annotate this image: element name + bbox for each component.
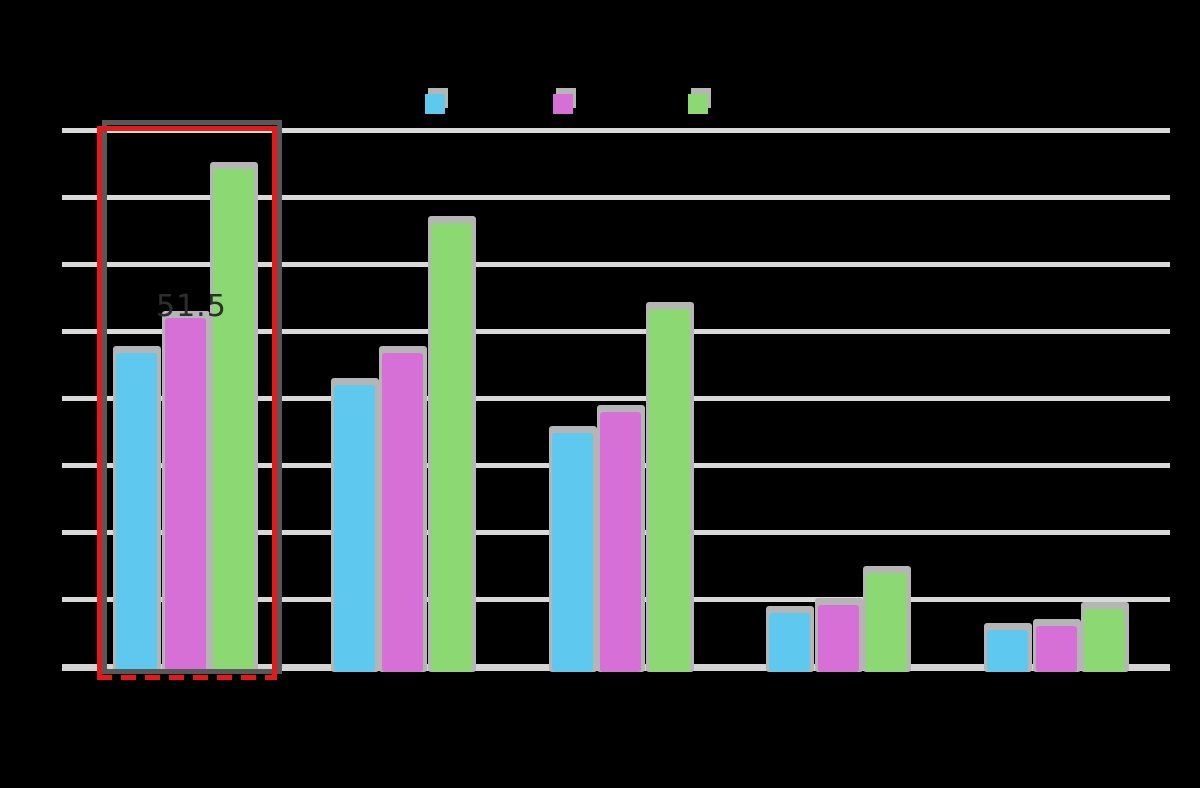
- highlight-box-shadow: [102, 120, 282, 674]
- bar-series1-group5: [987, 630, 1028, 672]
- bar-series2-group2: [382, 352, 424, 672]
- bar-series3-group2: [430, 223, 472, 672]
- gridline: [62, 194, 1170, 200]
- gridline: [62, 261, 1170, 267]
- bar-series3-group1: [213, 168, 254, 672]
- bar-series3-group4: [866, 573, 908, 672]
- bar-series3-group3: [648, 309, 690, 672]
- gridline: [62, 328, 1170, 334]
- legend-swatch-series3: [688, 94, 708, 114]
- bar-series2-group3: [600, 411, 641, 672]
- bar-series2-group4: [817, 605, 859, 672]
- legend-swatch-series1: [425, 94, 445, 114]
- highlight-box-dashed-bottom: [97, 675, 277, 680]
- gridline: [62, 396, 1170, 401]
- highlight-box: [97, 126, 277, 680]
- annotation-value: 51.5: [156, 289, 227, 324]
- bar-series1-group1: [116, 352, 157, 672]
- bar-series2-group5: [1035, 626, 1077, 672]
- bar-series2-group1: [164, 317, 206, 672]
- bar-series1-group3: [551, 432, 593, 672]
- bar-series3-group5: [1084, 609, 1125, 672]
- bar-series1-group2: [333, 385, 375, 672]
- legend-swatch-series2: [553, 94, 573, 114]
- gridline: [62, 127, 1170, 133]
- bar-series1-group4: [769, 613, 811, 672]
